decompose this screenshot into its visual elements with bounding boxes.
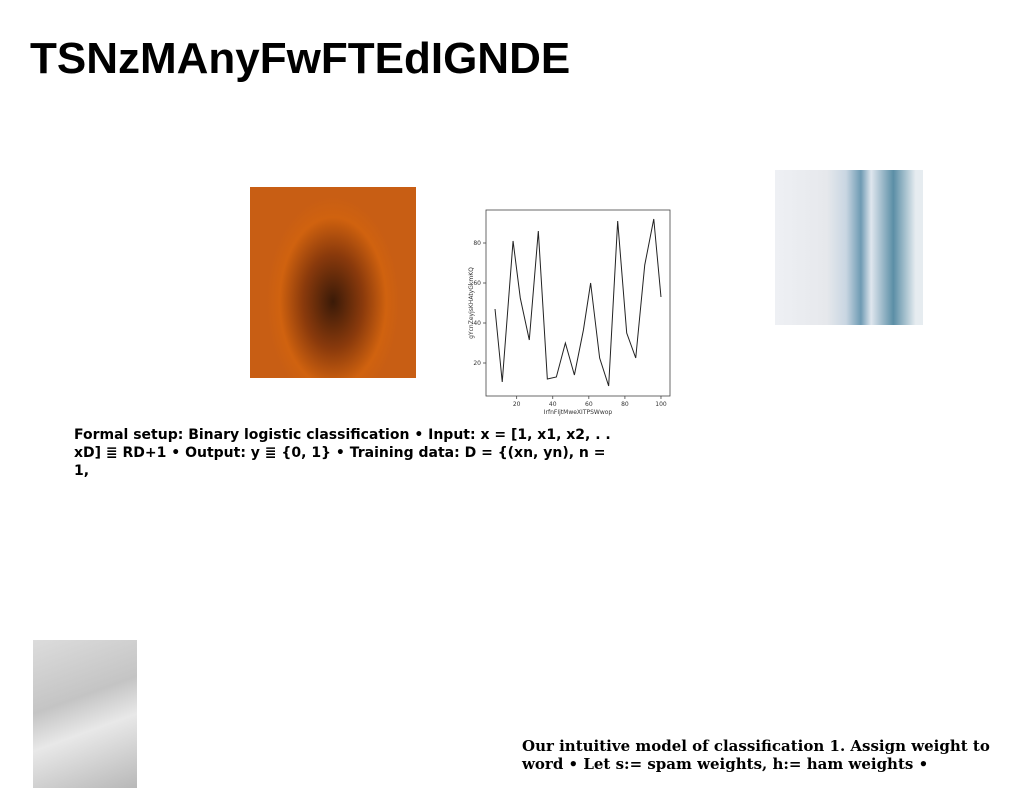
image-people	[775, 170, 923, 325]
line-chart: IrfnFIjtMweXITPSWwop gYcnZeyjsKHAtyGkmKQ…	[468, 209, 671, 416]
x-tick-label: 60	[585, 401, 593, 408]
y-tick-label: 20	[473, 360, 481, 367]
text-block: Formal setup: Binary logistic classifica…	[74, 427, 611, 479]
y-tick-label: 40	[473, 320, 481, 327]
y-axis-label: gYcnZeyjsKHAtyGkmKQ	[468, 267, 475, 339]
data-line	[494, 218, 662, 387]
plot-frame	[485, 209, 671, 397]
x-tick-label: 20	[513, 401, 521, 408]
image-building	[33, 640, 137, 788]
image-orange	[250, 187, 416, 378]
x-axis-label: IrfnFIjtMweXITPSWwop	[544, 409, 613, 416]
text-block: Our intuitive model of classification 1.…	[522, 737, 990, 773]
x-tick-label: 80	[621, 401, 629, 408]
y-tick-label: 80	[473, 240, 481, 247]
x-tick-label: 40	[549, 401, 557, 408]
slide-title: TSNzMAnyFwFTEdIGNDE	[30, 34, 571, 83]
x-tick-label: 100	[655, 401, 667, 408]
y-tick-label: 60	[473, 280, 481, 287]
